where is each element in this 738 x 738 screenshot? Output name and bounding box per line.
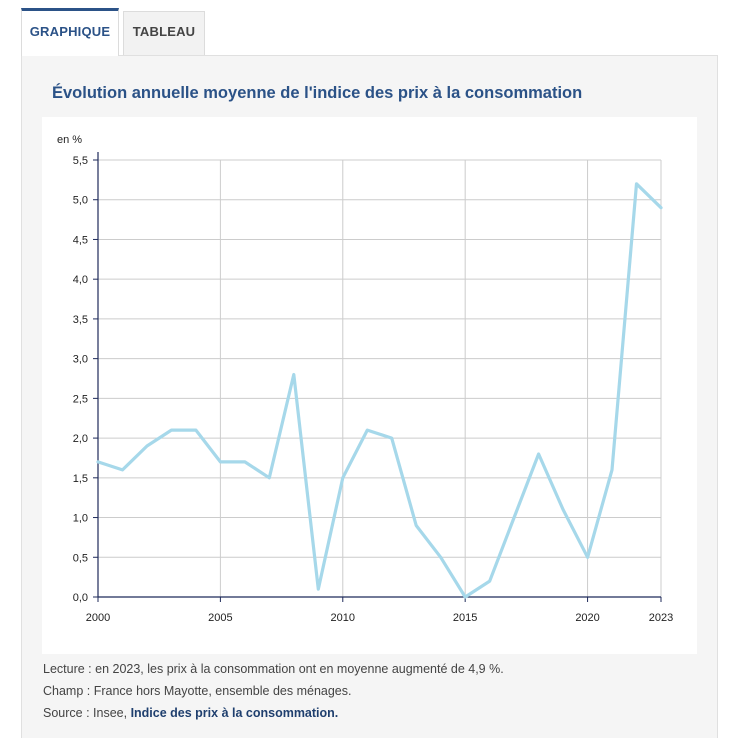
- y-tick-label: 0,5: [73, 552, 88, 564]
- chart-container: 0,0 0,5 1,0 1,5 2,0 2,5 3,0 3,5 4,0 4,5 5,0 5,5 2000…: [42, 117, 697, 654]
- chart-notes: Lecture : en 2023, les prix à la consomm…: [43, 660, 504, 726]
- y-tick-label: 4,5: [73, 234, 88, 246]
- series-line: [96, 182, 663, 599]
- y-axis-label: en %: [57, 134, 82, 146]
- y-tick-label: 3,5: [73, 314, 88, 326]
- note-champ: Champ : France hors Mayotte, ensemble de…: [43, 684, 352, 698]
- y-tick-label: 1,5: [73, 473, 88, 485]
- x-tick-label: 2023: [649, 612, 673, 624]
- x-tick-label: 2000: [86, 612, 110, 624]
- y-tick-label: 4,0: [73, 274, 88, 286]
- x-tick-label: 2005: [208, 612, 232, 624]
- line-chart: 0,0 0,5 1,0 1,5 2,0 2,5 3,0 3,5 4,0 4,5 5,0 5,5 2000…: [57, 134, 673, 624]
- chart-title: Évolution annuelle moyenne de l'indice d…: [52, 84, 583, 102]
- x-tick-label: 2010: [331, 612, 355, 624]
- source-link[interactable]: Indice des prix à la consommation.: [130, 706, 339, 720]
- y-tick-label: 2,0: [73, 433, 88, 445]
- y-tick-label: 1,0: [73, 513, 88, 525]
- x-tick-label: 2020: [575, 612, 599, 624]
- note-lecture: Lecture : en 2023, les prix à la consomm…: [43, 662, 504, 676]
- x-tick-label: 2015: [453, 612, 477, 624]
- y-tick-label: 5,5: [73, 155, 88, 167]
- tab-tableau[interactable]: TABLEAU: [123, 11, 205, 55]
- source-prefix: Source : Insee,: [43, 706, 131, 720]
- note-source: Source : Insee, Indice des prix à la con…: [43, 704, 504, 726]
- y-tick-label: 0,0: [73, 592, 88, 604]
- tab-graphique[interactable]: GRAPHIQUE: [21, 8, 119, 56]
- y-tick-label: 3,0: [73, 354, 88, 366]
- y-tick-label: 5,0: [73, 195, 88, 207]
- y-tick-label: 2,5: [73, 393, 88, 405]
